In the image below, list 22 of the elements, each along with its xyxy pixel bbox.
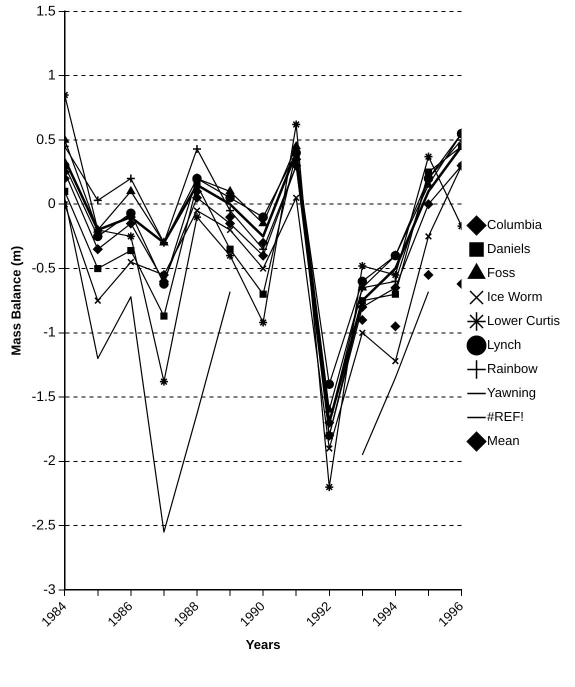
legend-label: Columbia [487, 217, 543, 232]
y-tick-label: 1 [48, 66, 56, 83]
y-tick-label: -2 [43, 452, 56, 468]
legend-label: Lynch [487, 337, 522, 352]
y-tick-label: 1.5 [36, 2, 56, 18]
x-axis-title: Years [246, 636, 280, 652]
y-tick-label: -2.5 [32, 516, 56, 532]
legend-label: Ice Worm [487, 289, 542, 304]
legend-label: Foss [487, 265, 516, 280]
legend-label: Rainbow [487, 361, 538, 376]
legend-label: Lower Curtis [487, 313, 560, 328]
y-tick-label: -3 [43, 580, 56, 597]
y-tick-label: 0.5 [36, 130, 56, 147]
y-tick-label: -1 [43, 324, 56, 340]
legend-label: Daniels [487, 241, 531, 256]
legend-label: Mean [487, 433, 520, 448]
legend-label: #REF! [487, 409, 524, 424]
y-tick-label: -0.5 [32, 259, 56, 276]
y-axis-title: Mass Balance (m) [8, 246, 24, 356]
y-tick-label: -1.5 [32, 388, 56, 404]
legend-label: Yawning [487, 385, 536, 400]
y-tick-label: 0 [48, 195, 56, 212]
